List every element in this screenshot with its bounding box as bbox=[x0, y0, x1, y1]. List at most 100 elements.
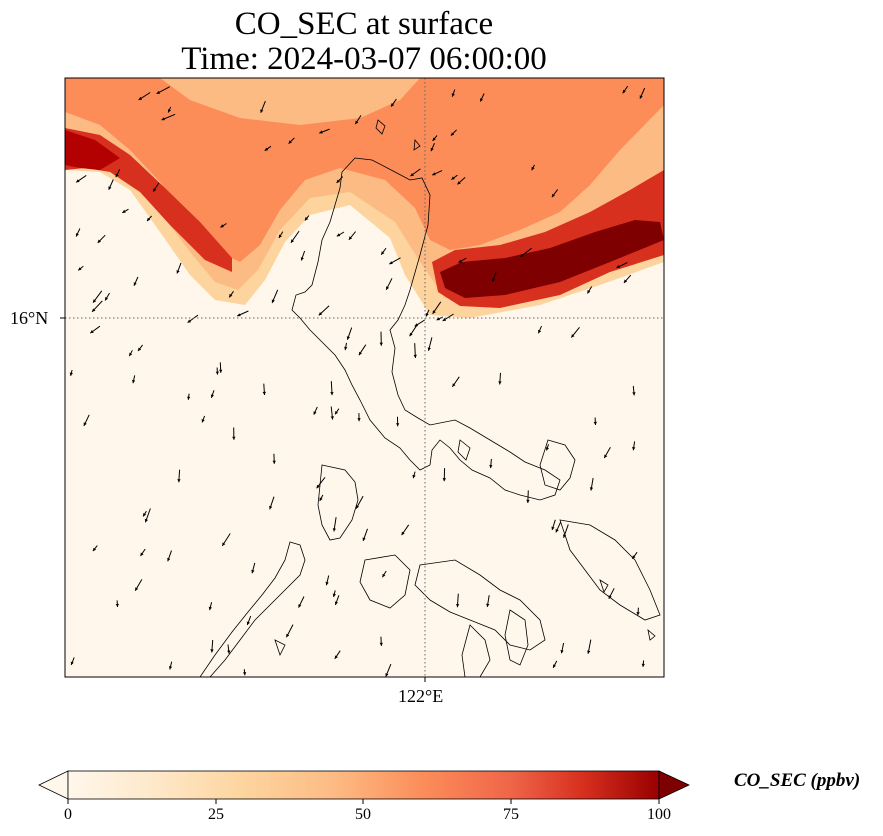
colorbar-max-extend bbox=[658, 770, 690, 800]
wind-vector-head bbox=[237, 313, 241, 317]
wind-vector-head bbox=[246, 621, 250, 625]
wind-vector-head bbox=[319, 130, 323, 134]
wind-vector-head bbox=[391, 103, 395, 107]
wind-vector-head bbox=[553, 664, 556, 668]
wind-vector-head bbox=[545, 447, 549, 451]
wind-vector-head bbox=[432, 310, 436, 314]
wind-vector-head bbox=[632, 392, 636, 396]
wind-vector-head bbox=[286, 633, 290, 638]
wind-vector-head bbox=[489, 464, 493, 469]
co-concentration-field bbox=[65, 78, 664, 318]
wind-vector-head bbox=[222, 542, 226, 546]
lat-tick-label: 16°N bbox=[10, 308, 49, 328]
wind-vector-head bbox=[208, 606, 212, 611]
wind-vector-head bbox=[332, 593, 336, 597]
wind-vector-head bbox=[560, 650, 564, 654]
map-subtitle: Time: 2024-03-07 06:00:00 bbox=[181, 41, 547, 77]
samar-leyte-coastline bbox=[539, 439, 576, 491]
wind-vector-head bbox=[389, 261, 393, 265]
wind-vector-head bbox=[262, 391, 266, 395]
wind-vector-head bbox=[176, 270, 180, 274]
wind-vector-head bbox=[92, 308, 96, 312]
wind-vector-head bbox=[83, 422, 87, 426]
wind-vector-head bbox=[129, 352, 133, 357]
wind-vector-head bbox=[90, 330, 94, 334]
colorbar-gradient bbox=[67, 770, 660, 800]
wind-vector-head bbox=[632, 447, 636, 451]
wind-vector-head bbox=[555, 528, 559, 533]
wind-vector-head bbox=[355, 120, 359, 125]
wind-vector-head bbox=[75, 233, 79, 237]
wind-vector-head bbox=[336, 233, 341, 237]
wind-vector-head bbox=[357, 418, 361, 422]
wind-vector-head bbox=[115, 603, 119, 607]
palawan-coastline bbox=[199, 541, 306, 677]
wind-vector-head bbox=[414, 323, 419, 327]
wind-vector-head bbox=[452, 383, 456, 387]
wind-vector-head bbox=[156, 90, 161, 94]
luzon-coastline bbox=[291, 157, 561, 501]
wind-vector-head bbox=[140, 552, 144, 556]
colorbar-tick-25: 25 bbox=[208, 806, 224, 823]
wind-vector-head bbox=[589, 487, 594, 491]
wind-vector-head bbox=[563, 534, 567, 538]
wind-vector-head bbox=[319, 497, 323, 501]
wind-vector-head bbox=[264, 147, 269, 151]
wind-vector-head bbox=[401, 531, 405, 536]
bohol-samar-coastline bbox=[559, 519, 661, 621]
wind-vector-head bbox=[458, 259, 462, 263]
wind-vector-head bbox=[290, 239, 294, 243]
wind-vector-head bbox=[210, 649, 214, 653]
wind-vector-head bbox=[232, 436, 236, 440]
colorbar-tick-50: 50 bbox=[355, 806, 371, 823]
plume-band bbox=[65, 78, 664, 262]
wind-vectors bbox=[69, 85, 646, 677]
wind-vector-head bbox=[551, 193, 555, 198]
wind-vector-head bbox=[587, 650, 591, 654]
wind-vector-head bbox=[451, 93, 455, 97]
wind-vector-head bbox=[641, 663, 645, 667]
wind-vector-head bbox=[396, 423, 400, 427]
wind-vector-head bbox=[358, 351, 362, 356]
wind-vector-head bbox=[436, 317, 441, 321]
wind-vector-head bbox=[616, 264, 620, 268]
wind-vector-head bbox=[143, 513, 147, 517]
plume-top-light bbox=[160, 78, 420, 125]
wind-vector-head bbox=[138, 347, 142, 351]
wind-vector-head bbox=[498, 381, 502, 385]
wind-vector-head bbox=[316, 484, 320, 489]
wind-vector-head bbox=[115, 173, 119, 178]
wind-vector-head bbox=[451, 176, 455, 180]
visayas-islands bbox=[414, 559, 546, 651]
wind-vector-head bbox=[385, 673, 389, 677]
wind-vector-head bbox=[93, 299, 97, 303]
wind-vector-head bbox=[381, 251, 385, 255]
wind-vector-head bbox=[362, 537, 366, 541]
wind-vector-head bbox=[538, 329, 542, 334]
wind-vector-head bbox=[70, 661, 74, 665]
wind-vector-head bbox=[604, 454, 608, 458]
wind-vector-head bbox=[219, 369, 223, 373]
wind-vector-head bbox=[242, 672, 247, 676]
wind-vector-head bbox=[167, 109, 171, 113]
wind-vector-head bbox=[135, 587, 139, 591]
wind-vector-head bbox=[427, 347, 431, 351]
wind-vector-head bbox=[325, 581, 329, 586]
colorbar-min-extend bbox=[38, 770, 69, 800]
wind-vector-head bbox=[304, 217, 309, 221]
wind-vector-head bbox=[442, 478, 446, 482]
wind-vector-head bbox=[409, 332, 413, 337]
wind-vector-head bbox=[432, 137, 436, 141]
wind-vector-head bbox=[168, 666, 173, 670]
wind-vector-head bbox=[278, 234, 282, 238]
wind-vector-head bbox=[167, 557, 171, 562]
wind-vector-head bbox=[412, 474, 416, 479]
wind-vector-head bbox=[92, 547, 97, 552]
wind-vector-head bbox=[356, 505, 360, 509]
wind-vector-head bbox=[450, 132, 455, 136]
colorbar-tick-75: 75 bbox=[503, 806, 519, 823]
wind-vector-head bbox=[260, 109, 264, 113]
small-islands bbox=[274, 119, 656, 657]
